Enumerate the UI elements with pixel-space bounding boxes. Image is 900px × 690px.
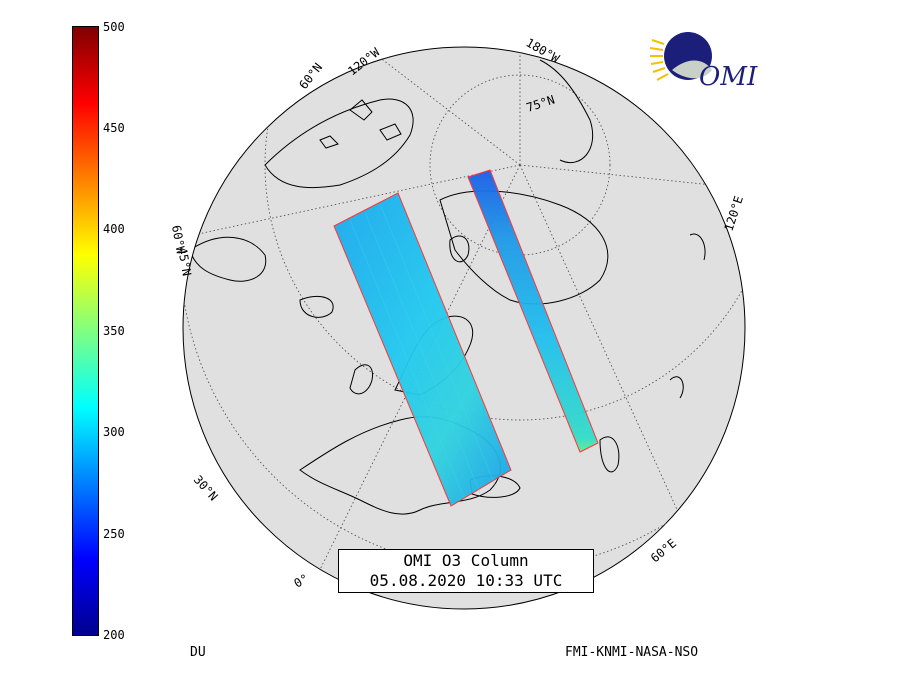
credit-label: FMI-KNMI-NASA-NSO — [565, 645, 699, 660]
label-lat-30n: 30°N — [191, 473, 221, 504]
coastline-uk — [349, 364, 374, 395]
coastline-iceland — [299, 296, 334, 318]
colorbar — [72, 26, 99, 636]
label-lon-60e: 60°E — [648, 536, 679, 565]
label-lat-45n: 45°N — [175, 246, 194, 277]
coastline-greenland — [264, 98, 414, 189]
colorbar-unit-label: DU — [190, 645, 206, 660]
omi-globe-logo-icon — [649, 32, 712, 81]
map-timestamp: 05.08.2020 10:33 UTC — [369, 571, 563, 590]
omi-logo-text: OMI — [699, 62, 758, 92]
swath-texture-line — [349, 219, 466, 501]
colorbar-tick-400: 400 — [103, 222, 125, 236]
coastline-kamchatka-region — [539, 59, 594, 164]
swath-texture-line — [379, 203, 496, 486]
coastline-novaya-zemlya — [449, 235, 470, 263]
coastline-siberia-lakes — [669, 233, 706, 399]
map-title: OMI O3 Column — [403, 551, 529, 570]
meridian-60e — [519, 164, 701, 561]
coastline-arctic-islands — [319, 99, 402, 149]
colorbar-tick-300: 300 — [103, 425, 125, 439]
label-lon-60w: 60°W — [169, 224, 188, 256]
coastline-europe — [299, 416, 501, 515]
colorbar-tick-500: 500 — [103, 20, 125, 34]
coastline-north-america — [189, 236, 267, 282]
omi-swath-west — [333, 192, 512, 507]
coastline-russia-north — [439, 190, 609, 305]
swath-texture-line — [364, 211, 481, 494]
map-title-box: OMI O3 Column 05.08.2020 10:33 UTC — [338, 549, 594, 593]
label-lon-0: 0° — [292, 571, 312, 590]
colorbar-tick-350: 350 — [103, 324, 125, 338]
globe-disc — [182, 46, 746, 610]
colorbar-tick-450: 450 — [103, 121, 125, 135]
colorbar-tick-200: 200 — [103, 628, 125, 642]
omi-swath-east — [467, 169, 599, 453]
colorbar-tick-250: 250 — [103, 527, 125, 541]
coastline-caspian — [599, 436, 620, 473]
label-lon-120e: 120°E — [722, 194, 746, 233]
